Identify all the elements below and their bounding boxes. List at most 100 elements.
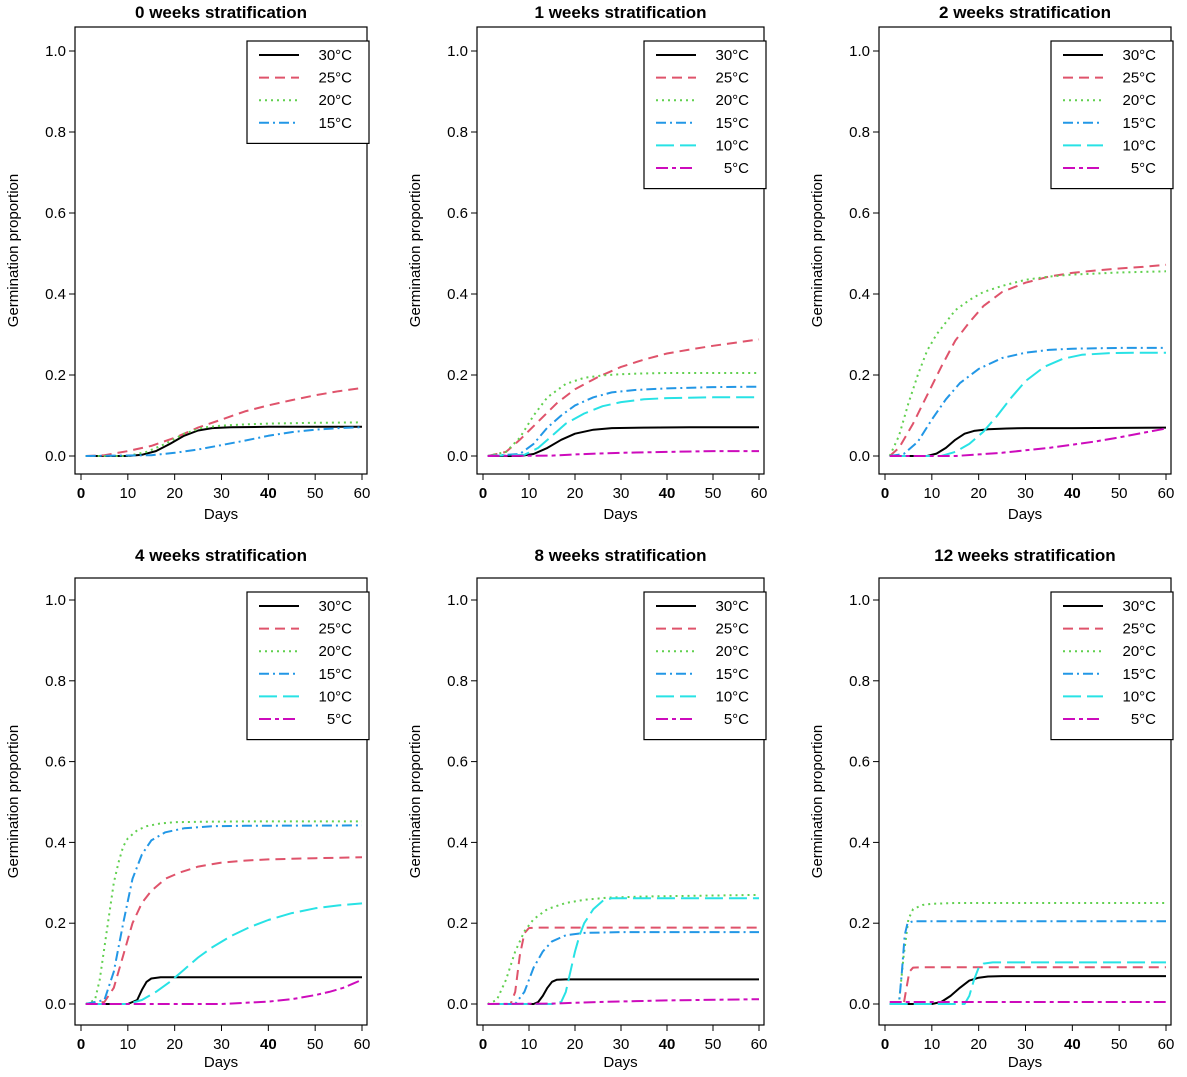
y-tick-label: 0.2 — [45, 367, 66, 384]
series-line-25c — [487, 338, 760, 457]
y-axis-label: Germination proportion — [809, 174, 826, 327]
legend-label: 20°C — [715, 643, 749, 660]
x-tick-label: 10 — [521, 1036, 538, 1053]
legend-label: 10°C — [715, 688, 749, 705]
x-tick-label: 20 — [567, 485, 584, 502]
legend-label: 5°C — [724, 160, 749, 177]
legend-label: 25°C — [1122, 70, 1156, 87]
legend-box — [643, 591, 767, 741]
y-tick-label: 0.0 — [849, 448, 870, 465]
y-tick-label: 0.2 — [849, 915, 870, 932]
x-tick-label: 0 — [77, 485, 85, 502]
panel-3: 4 weeks stratification 0 10 20 30 40 50 60 0.0 0.… — [5, 546, 370, 1071]
y-tick-label: 0.6 — [849, 205, 870, 222]
y-axis-label: Germination proportion — [407, 725, 424, 878]
series-line-30c — [889, 975, 1166, 1005]
x-tick-label: 10 — [521, 485, 538, 502]
x-tick-label: 60 — [354, 485, 371, 502]
legend: 30°C 25°C 20°C 15°C 10°C 5°C — [643, 40, 767, 190]
x-tick-label: 50 — [307, 485, 324, 502]
x-tick-label: 60 — [1158, 485, 1175, 502]
series-line-30c — [85, 425, 362, 457]
y-tick-label: 0.2 — [447, 915, 468, 932]
series-line-30c — [889, 426, 1167, 457]
legend-box — [246, 40, 370, 145]
y-tick-label: 0.0 — [45, 448, 66, 465]
series-line-10c — [487, 897, 759, 1005]
series-line-10c — [487, 396, 759, 457]
legend-box — [1050, 40, 1174, 190]
series-line-5c — [487, 450, 759, 457]
legend-label: 30°C — [318, 47, 352, 64]
x-tick-label: 60 — [751, 485, 768, 502]
y-tick-label: 0.6 — [447, 754, 468, 771]
series-line-5c — [487, 998, 760, 1005]
y-tick-label: 0.8 — [45, 124, 66, 141]
x-tick-label: 20 — [166, 485, 183, 502]
x-tick-label: 10 — [923, 485, 940, 502]
series-line-25c — [487, 926, 759, 1005]
legend-label: 15°C — [1122, 115, 1156, 132]
y-tick-label: 0.8 — [45, 673, 66, 690]
legend-label: 10°C — [318, 688, 352, 705]
y-axis-label: Germination proportion — [5, 174, 22, 327]
y-tick-label: 0.6 — [849, 754, 870, 771]
x-tick-label: 20 — [567, 1036, 584, 1053]
y-axis-label: Germination proportion — [809, 725, 826, 878]
series-line-30c — [487, 426, 759, 457]
series-line-10c — [889, 351, 1166, 457]
panel-title: 4 weeks stratification — [135, 546, 307, 565]
legend-label: 25°C — [715, 70, 749, 87]
y-tick-label: 0.0 — [45, 996, 66, 1013]
y-tick-label: 0.4 — [447, 834, 468, 851]
y-tick-label: 0.6 — [447, 205, 468, 222]
y-tick-label: 0.6 — [45, 754, 66, 771]
legend: 30°C 25°C 20°C 15°C 10°C 5°C — [1050, 40, 1174, 190]
panel-0: 0 weeks stratification 0 10 20 30 40 50 60 0.0 0.… — [5, 3, 370, 523]
x-tick-label: 50 — [1111, 1036, 1128, 1053]
x-tick-label: 30 — [613, 1036, 630, 1053]
x-tick-label: 30 — [613, 485, 630, 502]
legend-label: 10°C — [715, 137, 749, 154]
x-tick-label: 20 — [970, 1036, 987, 1053]
y-tick-label: 0.8 — [849, 673, 870, 690]
x-axis-label: Days — [1008, 1054, 1042, 1071]
x-tick-label: 10 — [119, 1036, 136, 1053]
panel-title: 12 weeks stratification — [934, 546, 1115, 565]
series-line-25c — [889, 966, 1166, 1005]
panel-4: 8 weeks stratification 0 10 20 30 40 50 60 0.0 0.… — [407, 546, 767, 1071]
x-tick-label: 40 — [260, 1036, 277, 1053]
x-tick-label: 60 — [1158, 1036, 1175, 1053]
series-line-20c — [487, 372, 759, 457]
x-tick-label: 20 — [970, 485, 987, 502]
legend: 30°C 25°C 20°C 15°C 10°C 5°C — [1050, 591, 1174, 741]
legend-label: 15°C — [715, 115, 749, 132]
y-axis-label: Germination proportion — [407, 174, 424, 327]
legend: 30°C 25°C 20°C 15°C 10°C 5°C — [246, 591, 370, 741]
x-tick-label: 40 — [1064, 1036, 1081, 1053]
series-line-5c — [889, 427, 1167, 457]
y-tick-label: 1.0 — [849, 43, 870, 60]
series-line-15c — [487, 385, 760, 457]
panel-title: 0 weeks stratification — [135, 3, 307, 22]
y-tick-label: 1.0 — [447, 43, 468, 60]
legend-label: 25°C — [715, 621, 749, 638]
legend-label: 5°C — [1131, 711, 1156, 728]
legend-label: 25°C — [318, 70, 352, 87]
legend-label: 25°C — [1122, 621, 1156, 638]
x-tick-label: 0 — [479, 485, 487, 502]
legend-label: 15°C — [715, 666, 749, 683]
x-tick-label: 40 — [1064, 485, 1081, 502]
x-tick-label: 30 — [213, 1036, 230, 1053]
y-tick-label: 0.8 — [447, 124, 468, 141]
x-tick-label: 30 — [1017, 1036, 1034, 1053]
x-tick-label: 60 — [751, 1036, 768, 1053]
y-tick-label: 0.6 — [45, 205, 66, 222]
y-tick-label: 0.0 — [447, 448, 468, 465]
x-tick-label: 50 — [705, 1036, 722, 1053]
series-line-25c — [85, 856, 363, 1005]
x-tick-label: 30 — [213, 485, 230, 502]
legend-label: 5°C — [724, 711, 749, 728]
panel-2: 2 weeks stratification 0 10 20 30 40 50 60 0.0 0.… — [809, 3, 1174, 523]
legend-label: 10°C — [1122, 137, 1156, 154]
